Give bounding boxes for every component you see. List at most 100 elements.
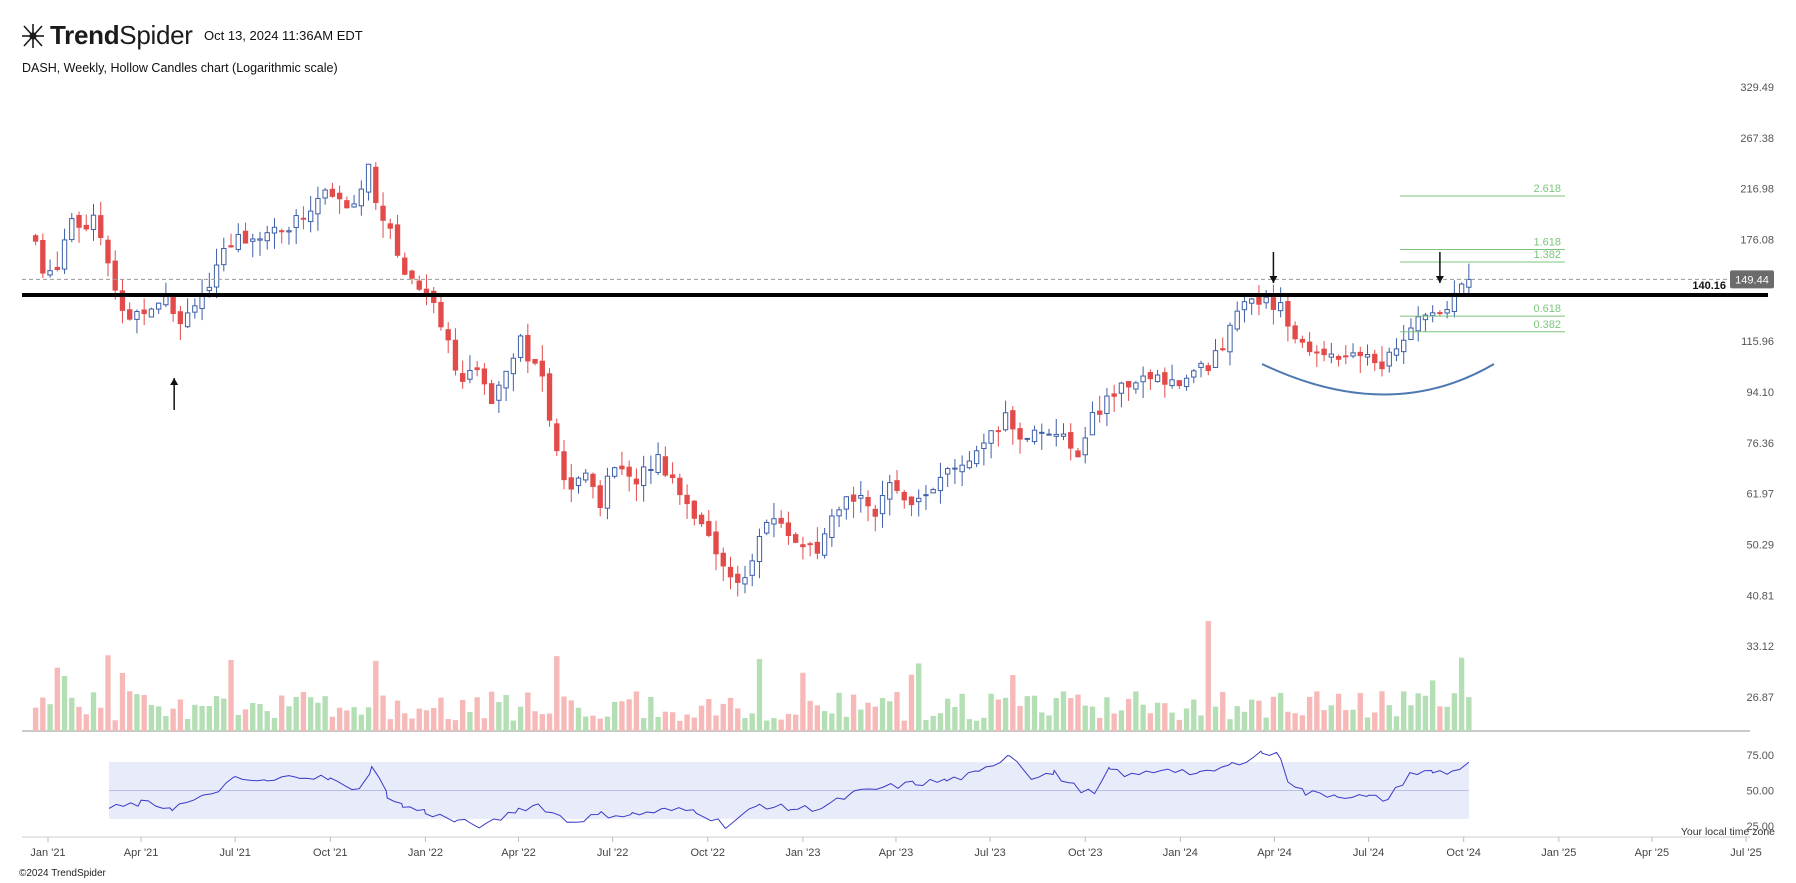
candle-body [423,288,430,294]
candle-body [872,508,878,517]
volume-bar [684,714,690,731]
volume-bar [394,700,401,731]
candle-body [438,301,444,328]
volume-bar [54,667,60,731]
volume-bar [199,706,205,731]
candle-body [865,497,871,507]
volume-bar [597,718,603,731]
candle-body [713,531,719,555]
volume-bar [764,720,770,731]
candle-body [307,210,314,223]
volume-bar [365,707,372,731]
volume-bar [698,705,705,731]
rsi-tick-label: 50.00 [1746,786,1774,798]
candle-body [1350,352,1356,357]
volume-bar [1111,713,1117,731]
volume-bar [127,691,133,731]
candle-body [452,339,459,371]
volume-bar [923,720,929,731]
volume-bar [539,714,545,731]
volume-bar [228,659,234,731]
volume-bar [865,702,871,731]
candle-body [1002,412,1009,431]
volume-bar [1429,680,1436,731]
volume-bar [1277,692,1284,731]
volume-bar [1386,705,1392,731]
volume-bar [713,715,719,731]
volume-bar [264,711,270,731]
candle-body [1017,428,1023,440]
volume-bar [1306,696,1313,731]
candle-body [402,257,408,275]
volume-bar [438,697,444,731]
volume-bar [61,675,68,731]
candle-body [655,454,661,473]
volume-bar [1364,717,1371,731]
candle-body [481,368,488,385]
volume-bar [604,716,611,731]
volume-bar [1408,705,1414,731]
volume-bar [1321,710,1327,731]
candle-body [561,451,567,481]
x-tick-label: Oct '23 [1068,847,1103,859]
candle-body [1133,382,1139,390]
candle-body [1277,302,1284,312]
candle-body [1379,361,1385,370]
candle-body [923,494,929,497]
candle-body [706,521,712,536]
volume-bar [83,714,89,731]
volume-bar [1075,694,1081,731]
volume-bar [887,701,893,731]
volume-bar [554,656,560,731]
volume-bar [735,708,741,731]
x-tick-label: Jul '24 [1353,847,1384,859]
volume-bar [916,663,922,731]
volume-bar [1343,710,1349,731]
volume-bar [1299,715,1306,731]
x-tick-label: Apr '24 [1257,847,1292,859]
candle-body [221,248,227,266]
volume-bar [677,720,683,731]
volume-bar [1176,719,1182,731]
candle-body [901,491,907,501]
volume-bar [1379,691,1385,731]
candle-body [981,442,987,450]
volume-bar [1249,699,1255,731]
candle-body [242,230,249,244]
candle-body [1408,327,1414,340]
candle-body [698,514,705,525]
volume-bar [1270,696,1277,731]
y-tick-label: 267.38 [1740,133,1774,145]
volume-bar [1401,691,1407,731]
timezone-note[interactable]: Your local time zone [1680,826,1775,838]
volume-bar [351,707,357,731]
volume-bar [315,702,321,731]
candle-body [517,335,524,358]
candle-body [1118,382,1125,394]
x-tick-label: Jan '24 [1163,847,1198,859]
candle-body [351,203,357,208]
candle-body [575,477,582,486]
volume-bar [286,706,292,731]
candle-body [764,521,770,534]
candle-body [944,468,951,475]
volume-bar [271,717,278,731]
candle-body [257,238,263,241]
candle-body [1220,348,1226,351]
candle-body [894,480,900,491]
candle-body [568,477,574,490]
candle-body [1060,433,1067,437]
candle-body [271,226,278,234]
candle-body [90,214,97,231]
volume-bar [1154,702,1161,731]
candle-body [1205,365,1211,371]
candle-body [691,500,697,519]
candle-body [1328,353,1334,358]
volume-bars [32,621,1472,731]
volume-bar [170,708,176,731]
candle-body [1263,296,1269,304]
candle-body [488,383,495,405]
fib-level-label: 0.618 [1533,303,1561,315]
candle-body [286,230,292,233]
